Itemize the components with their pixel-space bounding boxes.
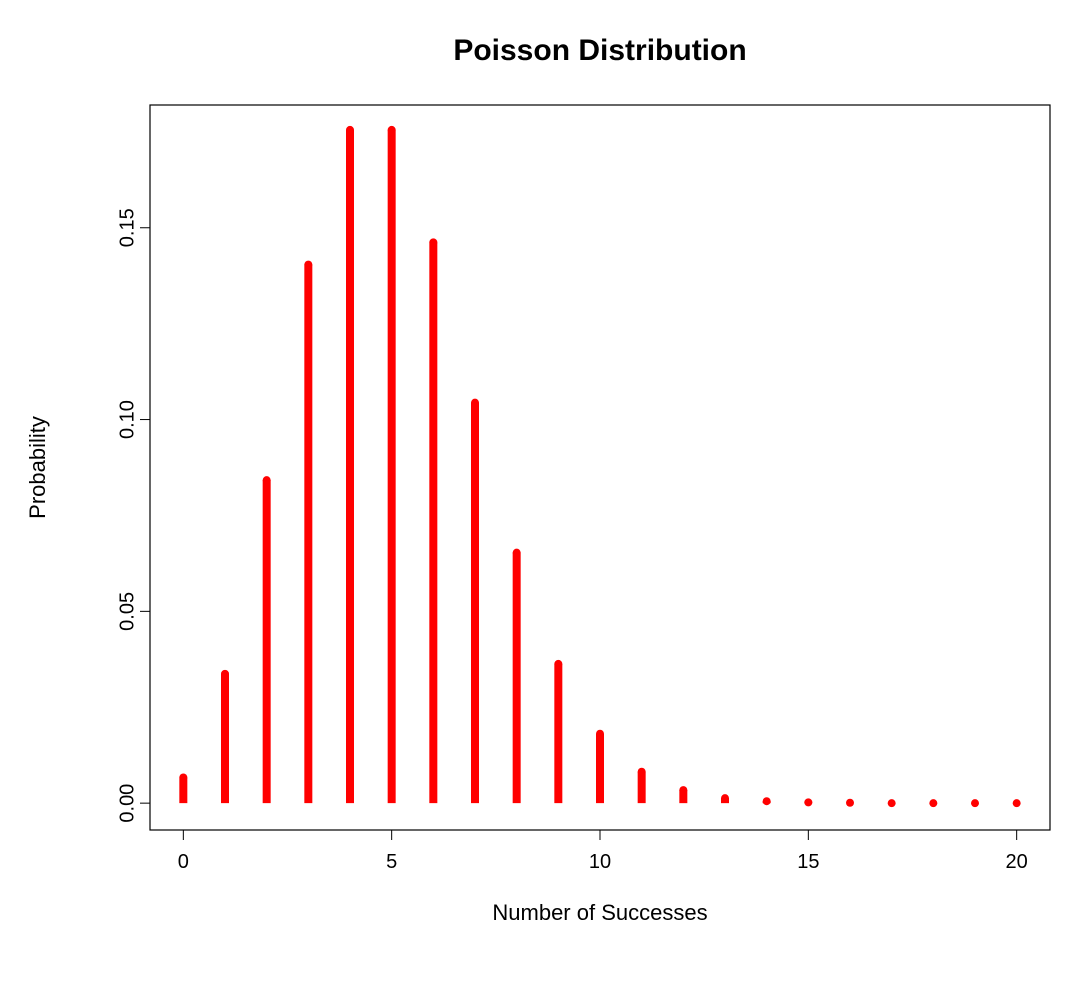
stem-dot xyxy=(679,786,687,794)
stem-dot xyxy=(971,799,979,807)
stem-dot xyxy=(471,399,479,407)
x-tick-label: 0 xyxy=(178,851,189,873)
stem-dot xyxy=(596,730,604,738)
poisson-chart: 0 5 10 15 20 0.00 0.05 0.10 0.15 Poisson Distribu… xyxy=(0,0,1080,992)
y-axis-label: Probability xyxy=(25,416,50,519)
stem-dot xyxy=(388,126,396,134)
stem-dot xyxy=(179,773,187,781)
x-tick-label: 10 xyxy=(589,851,611,873)
stem-dot xyxy=(429,238,437,246)
stem-dot xyxy=(513,549,521,557)
chart-container: 0 5 10 15 20 0.00 0.05 0.10 0.15 Poisson Distribu… xyxy=(0,0,1080,992)
y-tick-label: 0.05 xyxy=(116,592,138,631)
y-tick-label: 0.15 xyxy=(116,208,138,247)
stem-dot xyxy=(638,768,646,776)
stem-dot xyxy=(304,261,312,269)
stem-dot xyxy=(263,476,271,484)
stem-dot xyxy=(346,126,354,134)
chart-title: Poisson Distribution xyxy=(453,34,746,67)
stem-dot xyxy=(221,670,229,678)
stem-dot xyxy=(763,797,771,805)
stem-dot xyxy=(804,798,812,806)
chart-background xyxy=(0,0,1080,992)
stem-dot xyxy=(1013,799,1021,807)
y-tick-label: 0.10 xyxy=(116,400,138,439)
stem-dot xyxy=(929,799,937,807)
stem-dot xyxy=(888,799,896,807)
stem-dot xyxy=(846,799,854,807)
stem-dot xyxy=(721,794,729,802)
y-tick-label: 0.00 xyxy=(116,784,138,823)
stem-dot xyxy=(554,660,562,668)
x-axis-label: Number of Successes xyxy=(492,900,707,925)
x-tick-label: 5 xyxy=(386,851,397,873)
x-tick-label: 20 xyxy=(1006,851,1028,873)
x-tick-label: 15 xyxy=(797,851,819,873)
